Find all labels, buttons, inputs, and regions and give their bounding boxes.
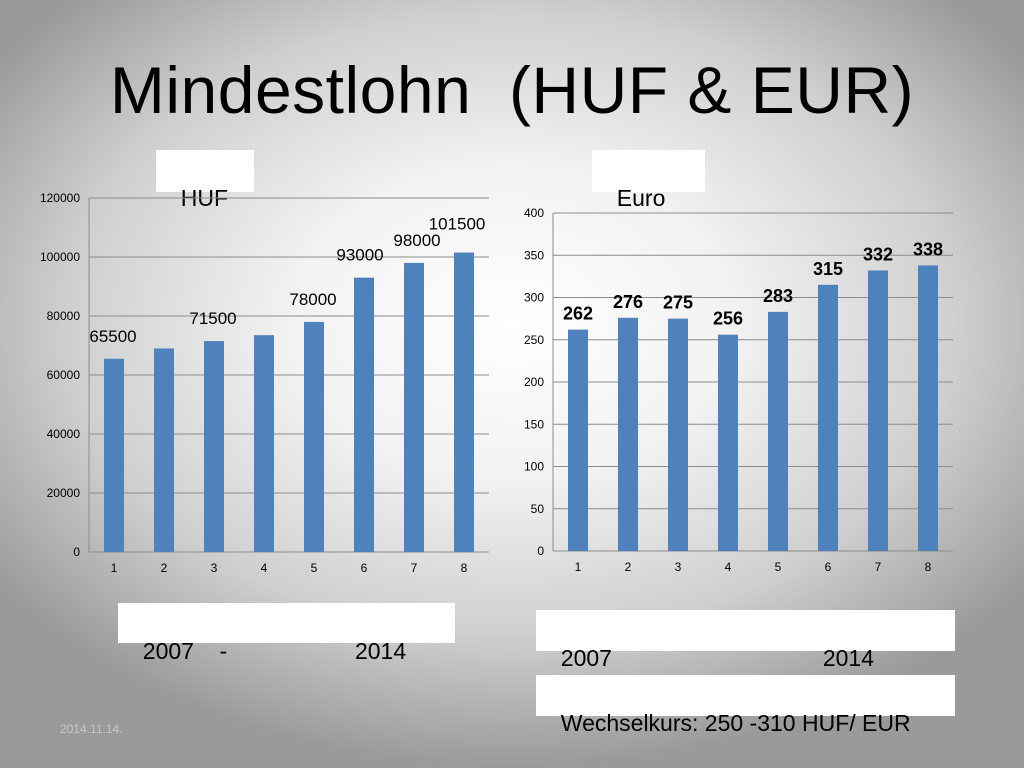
euro-x-tick-label: 5 (775, 560, 782, 574)
huf-y-tick-label: 20000 (47, 486, 81, 500)
euro-y-tick-label: 300 (524, 291, 544, 305)
euro-bar (818, 284, 838, 551)
euro-x-tick-label: 2 (625, 560, 632, 574)
euro-bar (868, 270, 888, 551)
euro-y-tick-label: 50 (531, 502, 545, 516)
huf-data-label: 93000 (336, 246, 383, 265)
euro-bar (668, 318, 688, 551)
euro-label: Euro (616, 185, 666, 211)
euro-year-range: 2007 2014 (560, 645, 874, 671)
euro-bar (918, 265, 938, 551)
huf-bar (354, 277, 374, 552)
huf-y-tick-label: 120000 (40, 191, 80, 205)
huf-y-tick-label: 0 (73, 545, 80, 559)
huf-bar (404, 262, 424, 552)
exchange-rate-note: Wechselkurs: 250 -310 HUF/ EUR (560, 710, 911, 736)
euro-y-tick-label: 200 (524, 375, 544, 389)
euro-bar (568, 329, 588, 551)
huf-x-tick-label: 1 (111, 561, 118, 575)
euro-data-label: 283 (763, 286, 793, 306)
euro-bar (618, 317, 638, 551)
huf-bar (204, 341, 224, 552)
huf-x-tick-label: 8 (461, 561, 468, 575)
exchange-rate-box: Wechselkurs: 250 -310 HUF/ EUR (536, 675, 955, 736)
huf-bar (154, 348, 174, 552)
euro-y-tick-label: 0 (537, 544, 544, 558)
huf-bar (454, 252, 474, 552)
huf-data-label: 65500 (89, 327, 136, 346)
huf-x-tick-label: 5 (311, 561, 318, 575)
slide-title: Mindestlohn (HUF & EUR) (109, 53, 915, 127)
euro-y-tick-label: 350 (524, 248, 544, 262)
huf-x-tick-label: 4 (261, 561, 268, 575)
euro-x-tick-label: 1 (575, 560, 582, 574)
huf-year-range-box: 2007 - 2014 (118, 603, 455, 664)
euro-data-label: 332 (863, 244, 893, 264)
huf-data-label: 78000 (289, 290, 336, 309)
huf-data-label: 71500 (189, 309, 236, 328)
euro-y-tick-label: 150 (524, 417, 544, 431)
huf-bar (304, 321, 324, 552)
huf-x-tick-label: 3 (211, 561, 218, 575)
euro-y-tick-label: 100 (524, 460, 544, 474)
huf-y-tick-label: 60000 (47, 368, 81, 382)
huf-x-tick-label: 7 (411, 561, 418, 575)
euro-bar (718, 334, 738, 551)
huf-data-label: 101500 (429, 215, 486, 234)
huf-y-tick-label: 100000 (40, 250, 80, 264)
euro-data-label: 256 (713, 309, 743, 329)
euro-x-tick-label: 3 (675, 560, 682, 574)
huf-y-tick-label: 40000 (47, 427, 81, 441)
huf-x-tick-label: 6 (361, 561, 368, 575)
euro-label-box: Euro (592, 150, 705, 211)
huf-data-label: 98000 (393, 231, 440, 250)
huf-x-tick-label: 2 (161, 561, 168, 575)
huf-bar (104, 358, 124, 552)
euro-x-tick-label: 8 (925, 560, 932, 574)
euro-y-tick-label: 400 (524, 206, 544, 220)
euro-x-tick-label: 6 (825, 560, 832, 574)
euro-data-label: 262 (563, 304, 593, 324)
slide-date: 2014.11.14. (60, 722, 123, 736)
euro-data-label: 275 (663, 293, 693, 313)
euro-x-tick-label: 7 (875, 560, 882, 574)
euro-year-range-box: 2007 2014 (536, 610, 955, 671)
huf-y-tick-label: 80000 (47, 309, 81, 323)
euro-y-tick-label: 250 (524, 333, 544, 347)
euro-bar (768, 311, 788, 551)
huf-year-range: 2007 - 2014 (142, 638, 407, 664)
euro-data-label: 276 (613, 292, 643, 312)
euro-data-label: 315 (813, 259, 843, 279)
euro-data-label: 338 (913, 239, 943, 259)
euro-x-tick-label: 4 (725, 560, 732, 574)
huf-bar (254, 335, 274, 552)
